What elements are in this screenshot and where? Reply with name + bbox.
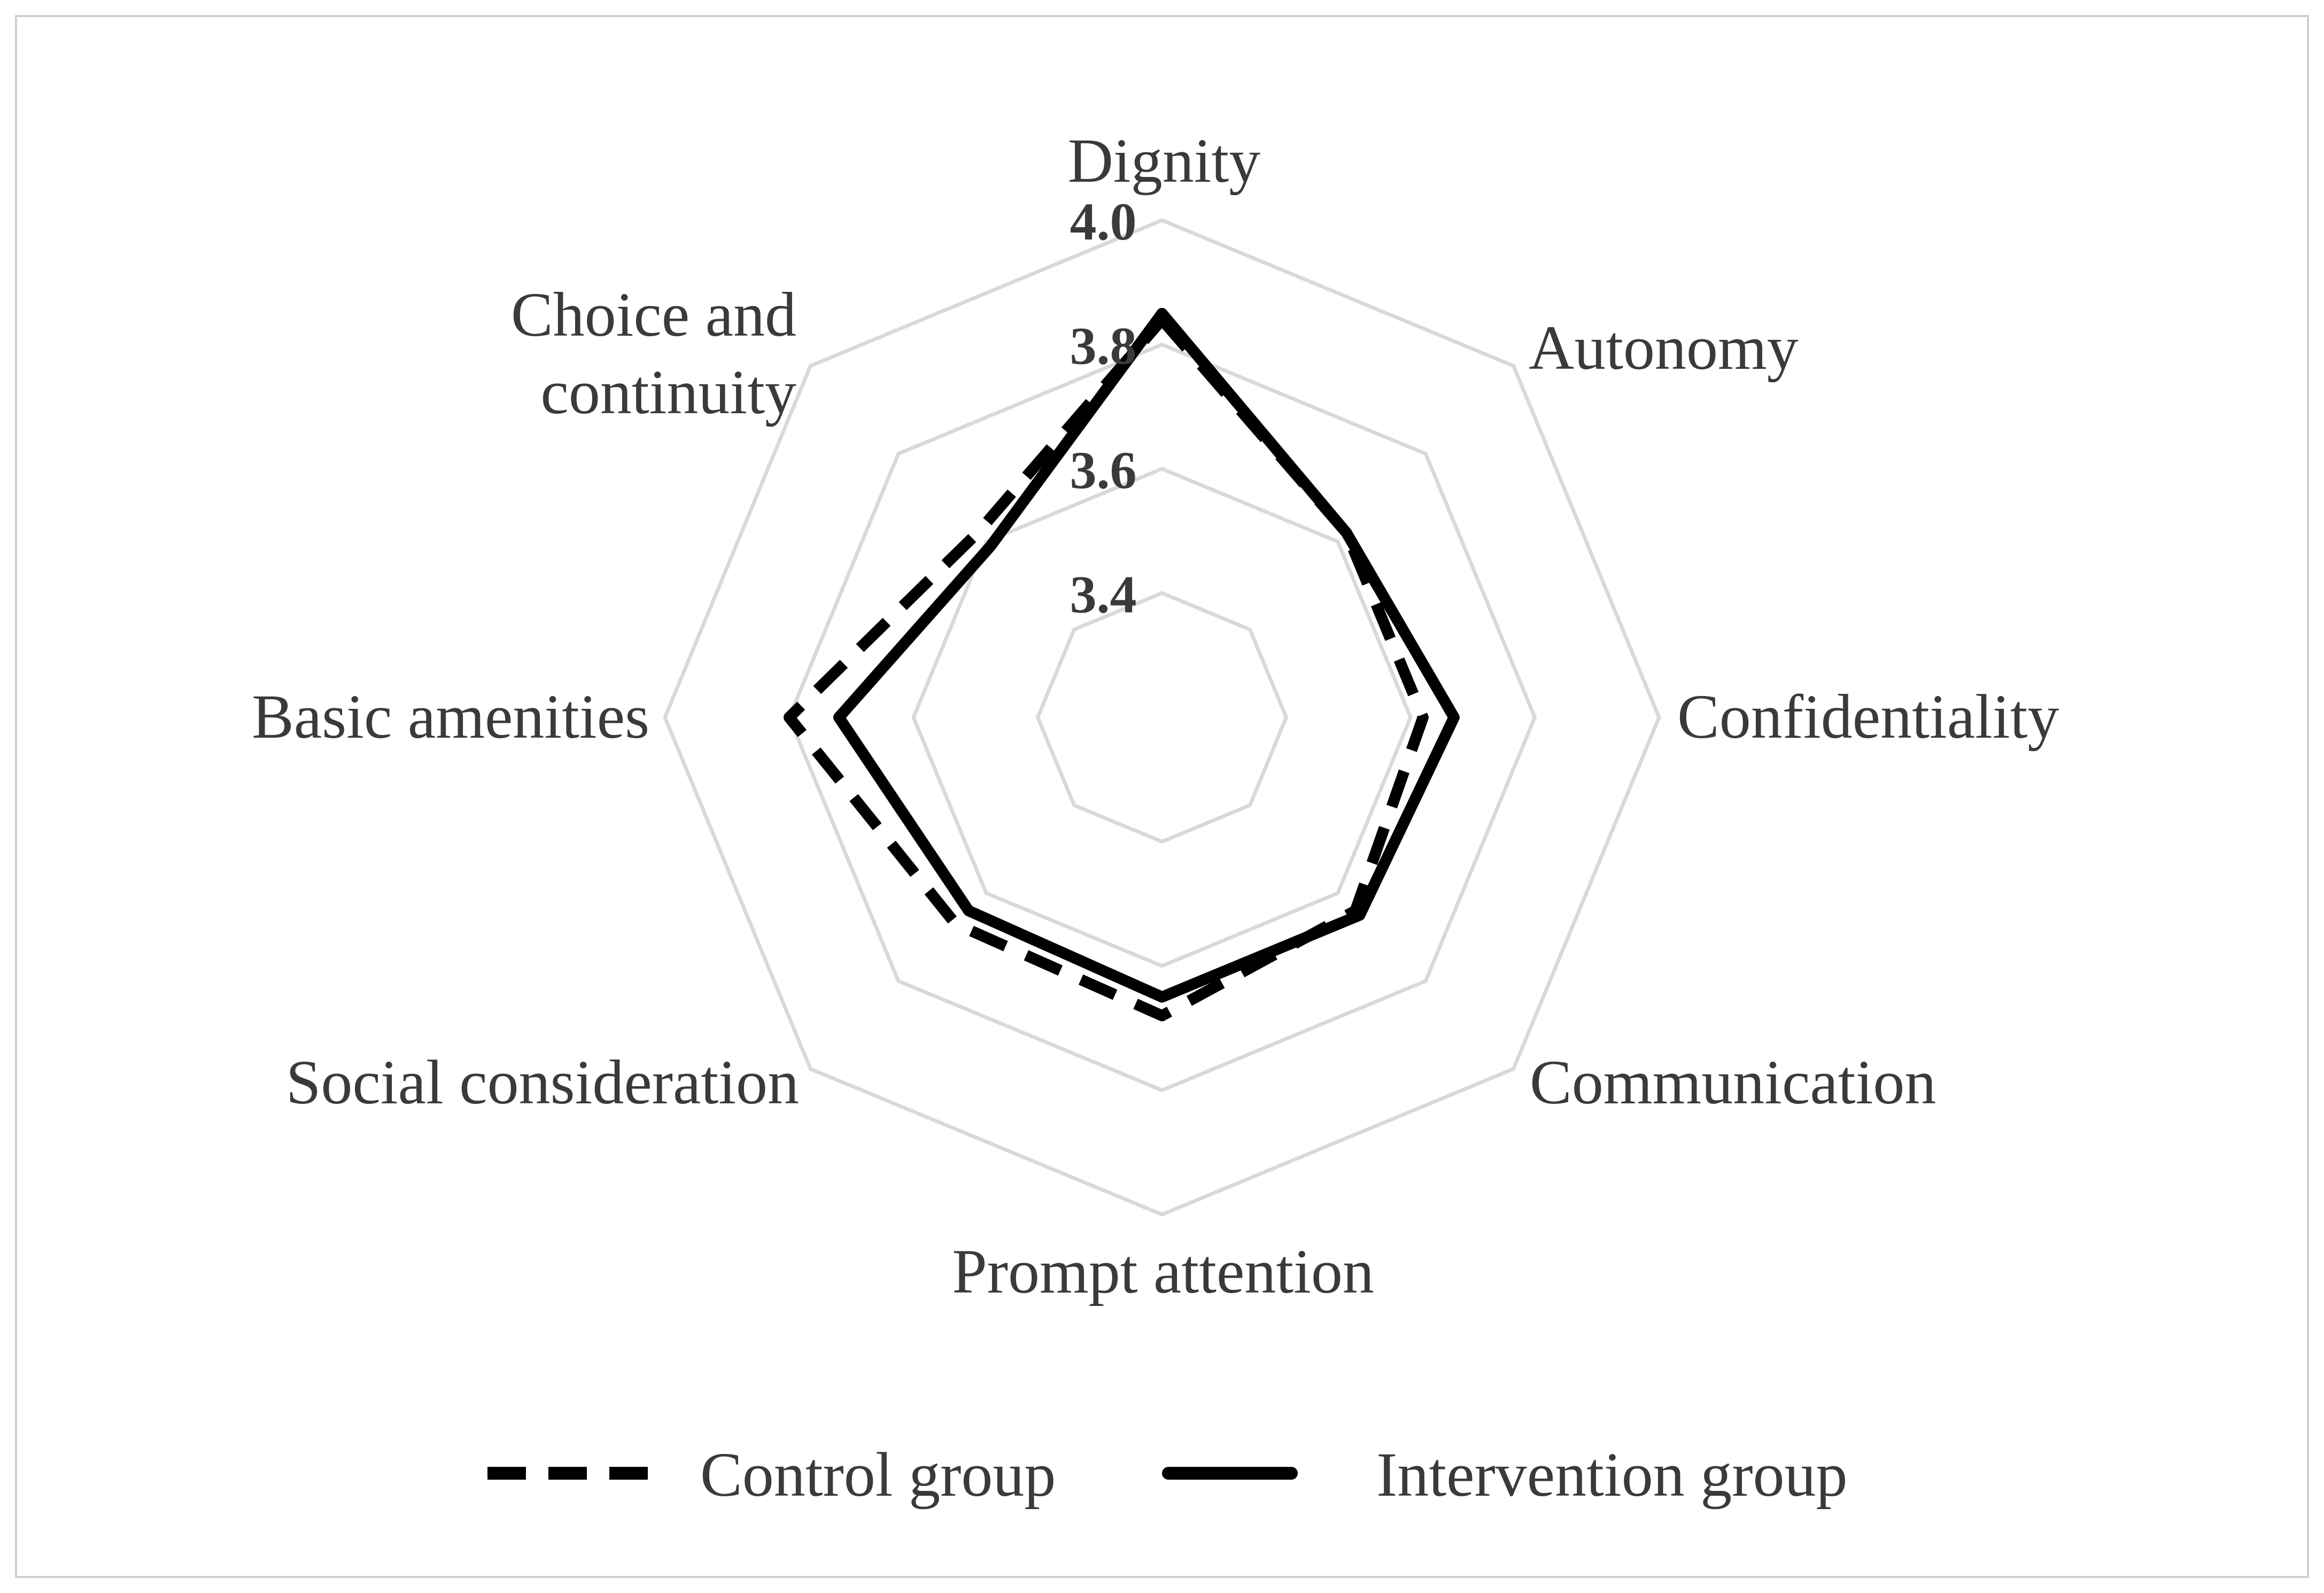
axis-label-autonomy: Autonomy — [1529, 313, 1799, 383]
axis-label-confidentiality: Confidentiality — [1677, 682, 2059, 752]
series-intervention-polygon — [833, 307, 1460, 1003]
radial-tick-labels: 3.4 3.6 3.8 4.0 — [1070, 192, 1137, 624]
data-point-0-7 — [977, 532, 978, 533]
grid-ring-0 — [1035, 591, 1289, 844]
legend-label-0: Control group — [700, 1440, 1056, 1510]
radar-grid — [663, 218, 1661, 1217]
axis-labels: Dignity Autonomy Confidentiality Communicat… — [252, 126, 2059, 1306]
tick-label-0: 3.4 — [1070, 565, 1137, 624]
legend-label-1: Intervention group — [1376, 1440, 1848, 1510]
axis-label-social-consideration: Social consideration — [286, 1047, 799, 1117]
axis-label-communication: Communication — [1530, 1047, 1936, 1117]
tick-label-2: 3.8 — [1070, 316, 1137, 376]
radar-series — [784, 307, 1460, 1022]
grid-ring-2 — [787, 342, 1537, 1093]
legend: Control group Intervention group — [487, 1440, 1848, 1510]
figure-frame — [15, 15, 2309, 1578]
series-control-polygon — [784, 314, 1429, 1022]
axis-label-choice-and-continuity: Choice and continuity — [511, 280, 796, 427]
data-point-0-5 — [955, 923, 956, 924]
tick-label-3: 4.0 — [1070, 192, 1137, 251]
axis-label-dignity: Dignity — [1068, 126, 1261, 196]
axis-label-basic-amenities: Basic amenities — [252, 682, 649, 752]
grid-ring-3 — [663, 218, 1661, 1217]
grid-ring-1 — [911, 467, 1413, 968]
axis-label-prompt-attention: Prompt attention — [952, 1236, 1374, 1306]
tick-label-1: 3.6 — [1070, 440, 1137, 500]
